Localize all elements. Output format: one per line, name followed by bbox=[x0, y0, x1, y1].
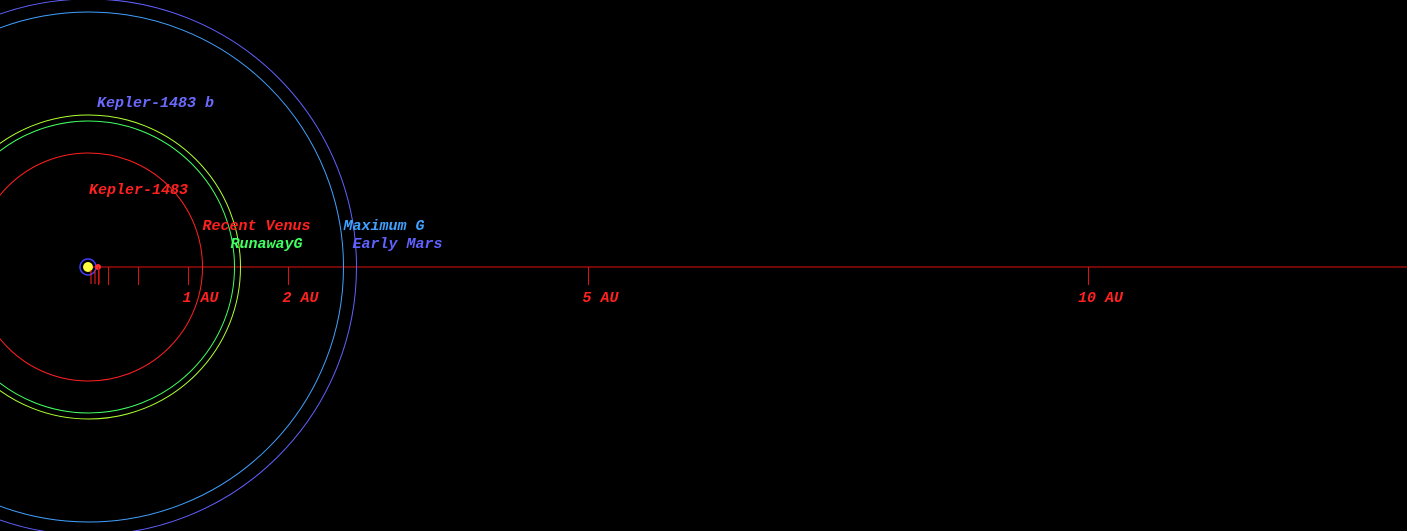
zone-orbit bbox=[0, 0, 357, 531]
star bbox=[83, 262, 93, 272]
tick-label: 5 AU bbox=[582, 290, 619, 307]
tick-label: 1 AU bbox=[182, 290, 219, 307]
zone-orbit bbox=[0, 11, 344, 523]
zone-label: Recent Venus bbox=[203, 218, 311, 235]
tick-label: 2 AU bbox=[282, 290, 319, 307]
zone-orbit bbox=[0, 114, 241, 420]
zone-label: RunawayG bbox=[231, 236, 303, 253]
zone-label: Maximum G bbox=[343, 218, 425, 235]
zone-orbit bbox=[0, 152, 203, 382]
zone-label: Early Mars bbox=[353, 236, 443, 253]
tick-label: 10 AU bbox=[1078, 290, 1124, 307]
planet-label: Kepler-1483 b bbox=[97, 95, 214, 112]
star-label: Kepler-1483 bbox=[89, 182, 188, 199]
zone-orbit bbox=[0, 120, 235, 414]
